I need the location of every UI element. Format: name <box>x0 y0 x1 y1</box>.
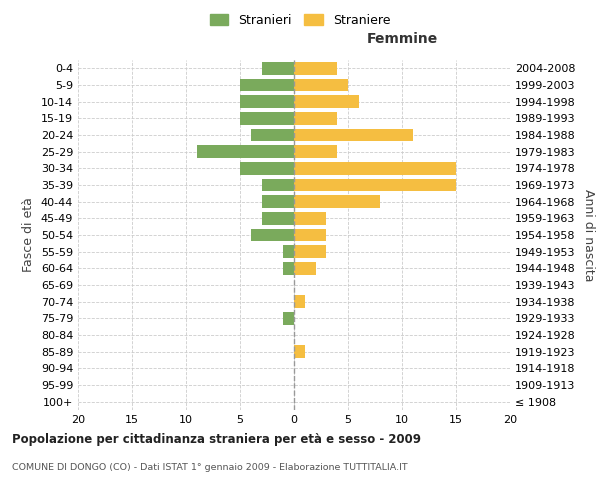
Bar <box>294 79 348 92</box>
Bar <box>251 229 294 241</box>
Bar <box>294 212 326 224</box>
Y-axis label: Fasce di età: Fasce di età <box>22 198 35 272</box>
Bar <box>294 196 380 208</box>
Bar <box>294 346 305 358</box>
Bar <box>294 179 456 192</box>
Legend: Stranieri, Straniere: Stranieri, Straniere <box>205 8 395 32</box>
Bar <box>283 312 294 324</box>
Bar <box>294 96 359 108</box>
Bar <box>240 96 294 108</box>
Bar <box>251 129 294 141</box>
Bar <box>262 196 294 208</box>
Bar <box>240 112 294 124</box>
Bar <box>294 262 316 274</box>
Bar <box>240 79 294 92</box>
Bar <box>294 296 305 308</box>
Bar <box>283 246 294 258</box>
Bar <box>294 229 326 241</box>
Y-axis label: Anni di nascita: Anni di nascita <box>582 188 595 281</box>
Bar <box>283 262 294 274</box>
Bar <box>294 62 337 74</box>
Bar <box>262 62 294 74</box>
Bar <box>294 146 337 158</box>
Bar <box>262 179 294 192</box>
Bar <box>294 246 326 258</box>
Bar <box>294 129 413 141</box>
Text: Popolazione per cittadinanza straniera per età e sesso - 2009: Popolazione per cittadinanza straniera p… <box>12 432 421 446</box>
Text: Femmine: Femmine <box>367 32 437 46</box>
Bar <box>262 212 294 224</box>
Bar <box>197 146 294 158</box>
Bar <box>294 162 456 174</box>
Text: COMUNE DI DONGO (CO) - Dati ISTAT 1° gennaio 2009 - Elaborazione TUTTITALIA.IT: COMUNE DI DONGO (CO) - Dati ISTAT 1° gen… <box>12 462 407 471</box>
Bar <box>294 112 337 124</box>
Bar <box>240 162 294 174</box>
